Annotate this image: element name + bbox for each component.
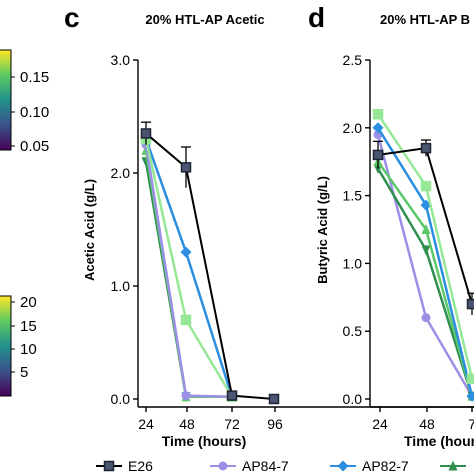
x-axis-label: Time (hours) xyxy=(162,433,247,449)
x-tick-label: 7 xyxy=(468,416,474,432)
data-point xyxy=(181,391,191,401)
data-point xyxy=(372,108,384,120)
x-tick-label: 72 xyxy=(224,416,240,432)
chart-title: 20% HTL-AP B xyxy=(380,12,470,27)
chart-title: 20% HTL-AP Acetic xyxy=(145,12,264,27)
panel-letter-c: c xyxy=(64,2,80,33)
data-point xyxy=(140,128,152,139)
series-line xyxy=(376,160,474,397)
y-axis-label: Acetic Acid (g/L) xyxy=(82,179,97,281)
series-line xyxy=(376,127,474,397)
data-point xyxy=(372,122,384,134)
colorbar-bottom-tick: 15 xyxy=(20,318,37,335)
legend: E26 AP84-7 AP82-7 xyxy=(96,458,466,474)
legend-marker xyxy=(103,460,115,472)
series-line xyxy=(376,134,474,397)
y-tick-label: 0.5 xyxy=(343,323,363,339)
colorbar-bottom: 20 15 10 5 xyxy=(0,294,37,397)
x-tick-label: 48 xyxy=(419,416,435,432)
y-tick-label: 2.5 xyxy=(343,52,363,68)
data-point xyxy=(421,224,431,234)
data-point xyxy=(466,373,474,384)
colorbar-bottom-tick: 5 xyxy=(20,364,28,381)
colorbar-top: 0.15 0.10 0.05 xyxy=(0,49,49,155)
x-tick-label: 96 xyxy=(267,416,283,432)
plot-marks xyxy=(140,121,280,405)
plot-marks xyxy=(372,108,474,402)
colorbar-bottom-tick: 20 xyxy=(20,294,37,311)
data-point xyxy=(180,162,192,173)
y-tick-label: 1.5 xyxy=(343,188,363,204)
legend-label: AP84-7 xyxy=(242,458,289,474)
y-tick-label: 0.0 xyxy=(111,391,131,407)
legend-marker xyxy=(337,460,349,472)
data-point xyxy=(466,298,474,310)
data-point xyxy=(421,245,431,256)
colorbar-bottom-tick: 10 xyxy=(20,341,37,358)
y-tick-label: 3.0 xyxy=(111,52,131,68)
colorbar-top-tick: 0.05 xyxy=(20,138,49,155)
y-tick-label: 0.0 xyxy=(343,391,363,407)
x-tick-label: 24 xyxy=(138,416,154,432)
legend-label: E26 xyxy=(128,458,153,474)
x-tick-label: 24 xyxy=(372,416,388,432)
data-point xyxy=(180,314,192,326)
axes: 0.0 0.5 1.0 1.5 2.0 2.5 24 48 7 xyxy=(343,52,474,432)
x-axis-label: Time (hours) xyxy=(404,433,474,449)
legend-label: AP82-7 xyxy=(362,458,409,474)
data-point xyxy=(226,390,238,401)
data-point xyxy=(372,149,384,161)
colorbar-top-tick: 0.10 xyxy=(20,104,49,121)
y-tick-label: 1.0 xyxy=(111,278,131,294)
y-tick-label: 1.0 xyxy=(343,255,363,271)
y-axis-label: Butyric Acid (g/L) xyxy=(315,176,330,284)
colorbar-top-tick: 0.15 xyxy=(20,69,49,86)
x-tick-label: 48 xyxy=(179,416,195,432)
data-point xyxy=(420,142,432,154)
y-tick-label: 2.0 xyxy=(111,165,131,181)
data-point xyxy=(421,313,431,323)
series-line xyxy=(145,132,275,400)
legend-marker xyxy=(218,461,228,471)
axes: 0.0 1.0 2.0 3.0 24 48 72 96 xyxy=(111,52,474,432)
y-tick-label: 2.0 xyxy=(343,120,363,136)
chart-panel-d: 20% HTL-AP B Butyric Acid (g/L) Time (ho… xyxy=(315,12,474,449)
legend-marker xyxy=(448,460,458,471)
data-point xyxy=(466,390,474,402)
data-point xyxy=(420,180,432,192)
data-point xyxy=(268,393,280,405)
colorbar-top-gradient xyxy=(0,49,12,151)
panel-letter-d: d xyxy=(308,2,325,33)
data-point xyxy=(180,246,192,258)
colorbar-bottom-gradient xyxy=(0,295,12,397)
